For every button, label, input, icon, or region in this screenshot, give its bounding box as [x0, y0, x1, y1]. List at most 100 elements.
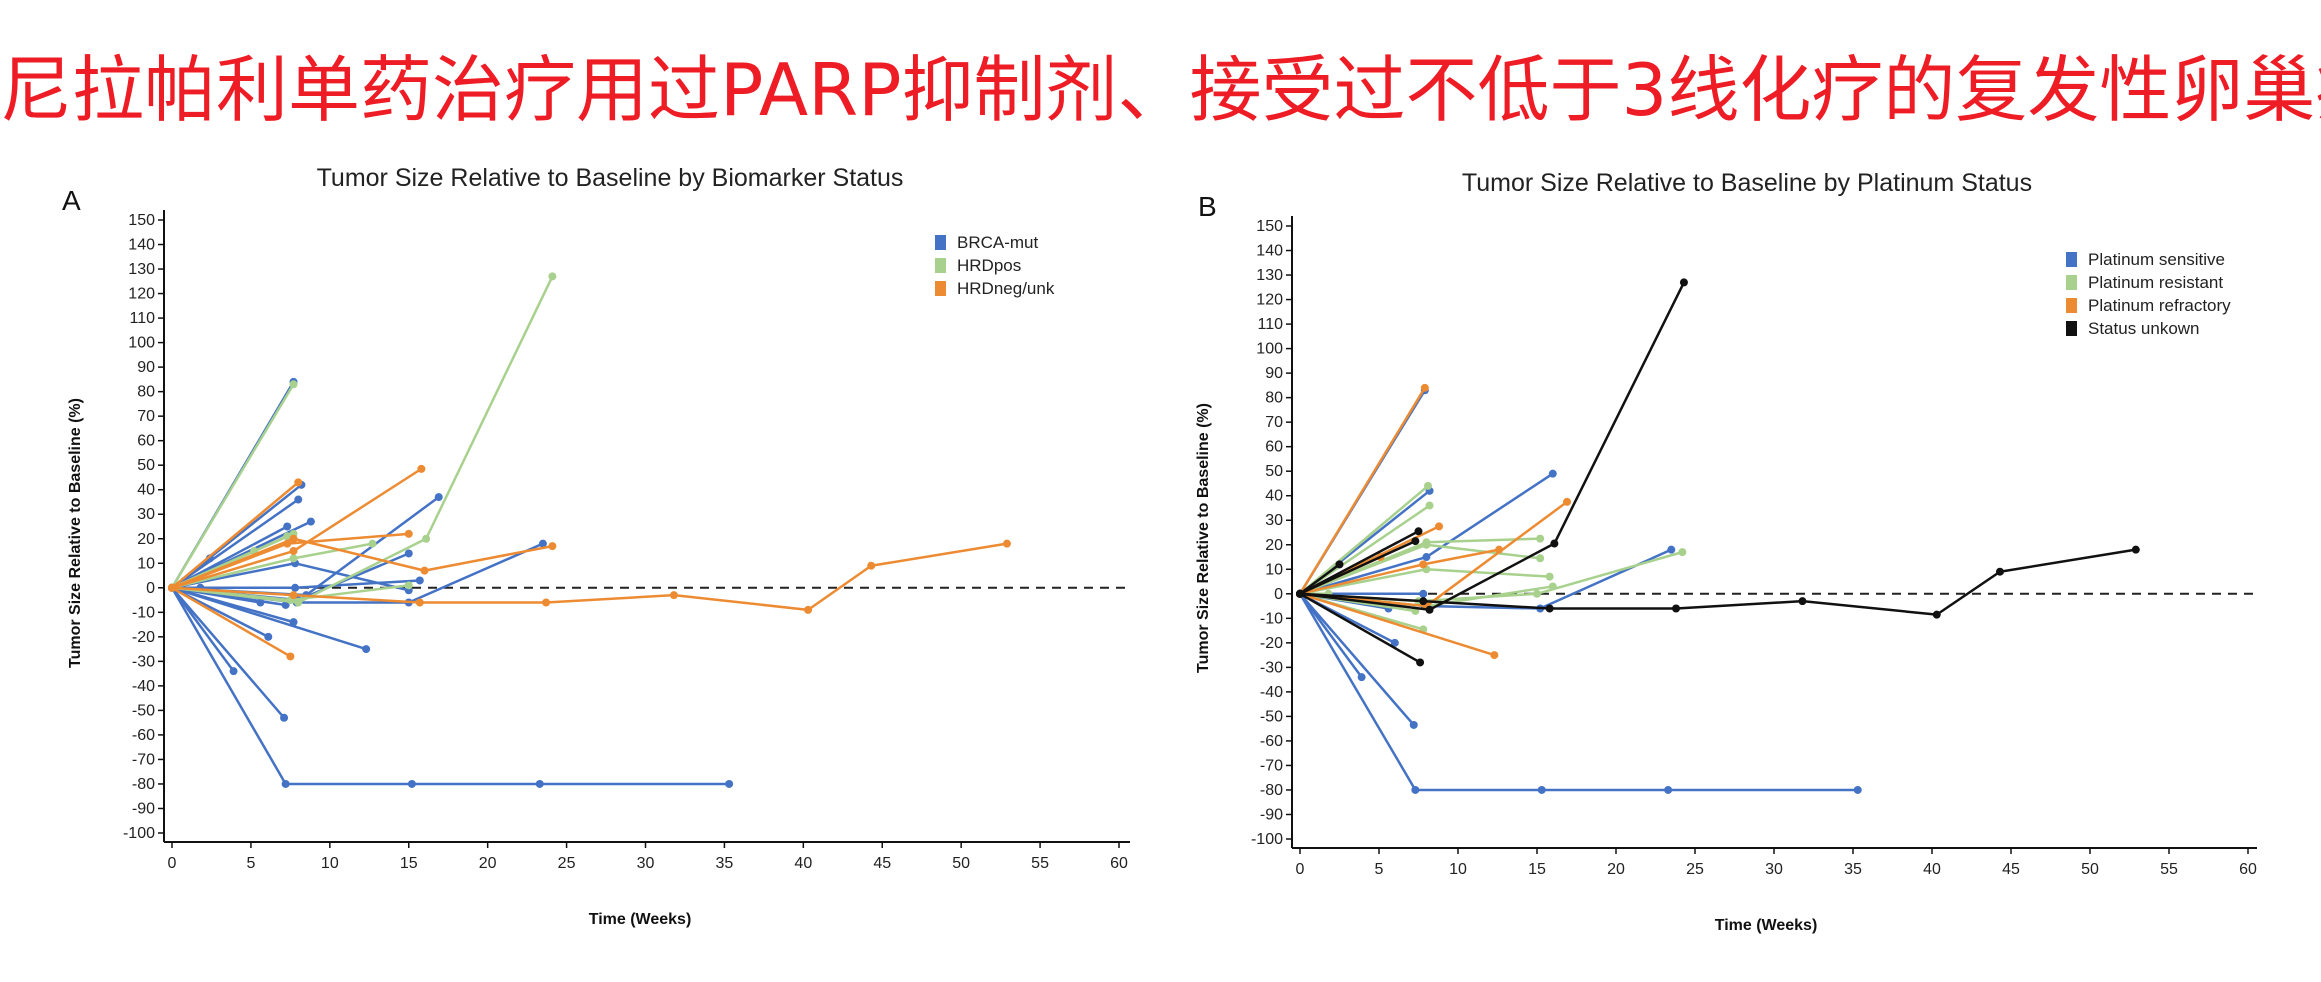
legend: BRCA-mut HRDpos HRDneg/unk: [935, 233, 1055, 298]
y-tick-label: 70: [1265, 414, 1283, 431]
y-tick-label: 120: [128, 286, 155, 303]
y-tick-label: 90: [1265, 365, 1283, 382]
series-path: [170, 587, 235, 672]
data-point: [1414, 527, 1423, 536]
y-tick-label: 60: [137, 433, 155, 450]
data-point: [289, 591, 298, 600]
data-point: [294, 478, 303, 487]
data-point: [1550, 539, 1559, 548]
series-path: [1298, 593, 1363, 678]
data-point: [1932, 610, 1941, 619]
y-tick-label: 40: [1265, 488, 1283, 505]
page-headline: 尼拉帕利单药治疗用过PARP抑制剂、接受过不低于3线化疗的复发性卵巢癌: [0, 48, 2321, 132]
series-path: [1299, 484, 1429, 595]
chart-title: Tumor Size Relative to Baseline by Plati…: [1462, 169, 2032, 197]
y-tick-label: 30: [137, 506, 155, 523]
x-tick-label: 40: [794, 855, 812, 872]
y-tick-label: -100: [1251, 831, 1283, 848]
x-tick-label: 30: [637, 855, 655, 872]
x-tick-label: 50: [2081, 861, 2099, 878]
data-point: [1664, 785, 1673, 794]
x-tick-label: 60: [2239, 861, 2257, 878]
data-point: [538, 539, 547, 548]
y-tick-label: 80: [1265, 390, 1283, 407]
series-path: [171, 542, 1008, 612]
data-point: [434, 493, 443, 502]
y-tick-label: 50: [1265, 463, 1283, 480]
data-point: [289, 554, 298, 563]
data-point: [404, 529, 413, 538]
data-point: [1422, 553, 1431, 562]
legend-label: HRDpos: [957, 256, 1021, 275]
data-point: [1672, 604, 1681, 613]
x-tick-label: 15: [400, 855, 418, 872]
y-tick-label: 20: [137, 531, 155, 548]
data-point: [294, 495, 303, 504]
data-point: [1002, 539, 1011, 548]
y-tick-label: 40: [137, 482, 155, 499]
series-path: [1299, 539, 1416, 595]
data-point: [1853, 785, 1862, 794]
series-line-14: [1296, 540, 1545, 598]
y-tick-label: -40: [1260, 684, 1283, 701]
data-point: [368, 539, 377, 548]
data-point: [289, 380, 298, 389]
data-point: [264, 632, 273, 641]
data-point: [280, 713, 289, 722]
data-point: [407, 779, 416, 788]
series-line-18: [168, 493, 443, 600]
y-tick-label: -90: [132, 800, 155, 817]
series-line-31: [1296, 545, 2140, 619]
data-point: [289, 534, 298, 543]
data-point: [1416, 658, 1425, 667]
y-tick-label: -10: [1260, 610, 1283, 627]
series-path: [170, 383, 295, 589]
series-line-30: [1296, 278, 1688, 614]
data-point: [291, 583, 300, 592]
panel-letter: A: [62, 185, 81, 216]
y-axis-label: Tumor Size Relative to Baseline (%): [1195, 403, 1212, 673]
series-path: [171, 586, 286, 719]
y-tick-label: 10: [137, 555, 155, 572]
data-point: [669, 591, 678, 600]
series-path: [1299, 592, 1495, 657]
x-tick-label: 20: [1607, 861, 1625, 878]
y-tick-label: 100: [1256, 341, 1283, 358]
series-path: [171, 498, 299, 589]
y-tick-label: -70: [1260, 757, 1283, 774]
y-tick-label: 90: [137, 359, 155, 376]
data-point: [168, 583, 176, 592]
series-path: [1299, 592, 1421, 664]
chart-panel-A: A Tumor Size Relative to Baseline by Biom…: [62, 164, 1130, 928]
data-point: [404, 581, 413, 590]
data-point: [289, 547, 298, 556]
data-point: [535, 779, 544, 788]
y-tick-label: -10: [132, 604, 155, 621]
data-point: [1425, 501, 1434, 510]
data-point: [1545, 572, 1554, 581]
y-tick-label: -20: [132, 629, 155, 646]
x-tick-label: 25: [558, 855, 576, 872]
data-point: [1357, 673, 1366, 682]
y-axis-label: Tumor Size Relative to Baseline (%): [67, 398, 84, 668]
data-point: [1409, 720, 1418, 729]
y-tick-label: 70: [137, 408, 155, 425]
legend-label: Status unkown: [2088, 319, 2200, 338]
data-point: [417, 464, 426, 473]
legend-swatch: [2066, 321, 2077, 336]
data-point: [1490, 651, 1499, 660]
x-tick-label: 35: [716, 855, 734, 872]
legend-swatch: [2066, 298, 2077, 313]
data-point: [415, 576, 424, 585]
data-point: [1423, 481, 1432, 490]
y-tick-label: 0: [146, 580, 155, 597]
data-point: [1536, 554, 1545, 563]
data-point: [415, 598, 424, 607]
series-path: [171, 586, 294, 624]
data-point: [1419, 589, 1428, 598]
data-point: [1335, 560, 1344, 569]
y-tick-label: 0: [1274, 586, 1283, 603]
x-tick-label: 55: [2160, 861, 2178, 878]
data-point: [283, 539, 292, 548]
